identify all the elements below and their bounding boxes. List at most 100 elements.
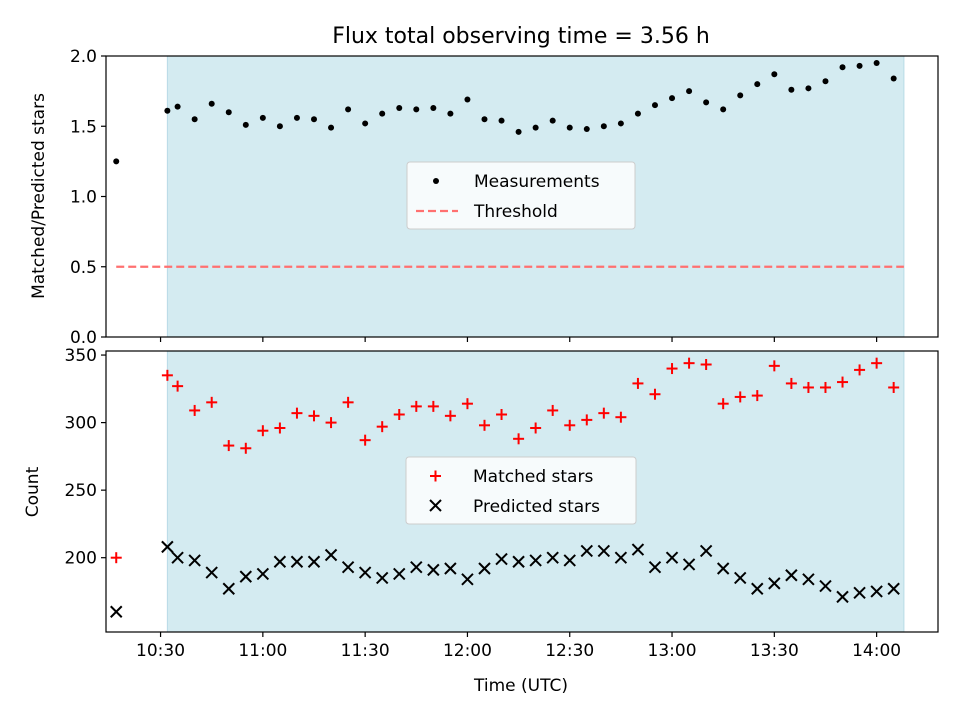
measurement-point (208, 100, 215, 107)
legend-matched-marker (430, 470, 441, 482)
matched-star-point (854, 364, 866, 376)
xtick-label: 12:30 (545, 641, 594, 661)
predicted-star-point (802, 573, 815, 586)
matched-star-point (410, 400, 422, 412)
matched-star-point (615, 411, 627, 423)
matched-star-point (376, 421, 388, 433)
measurement-point (686, 88, 693, 95)
measurement-point (362, 120, 369, 127)
matched-star-point (461, 398, 473, 410)
top-ytick-label: 1.5 (70, 117, 97, 137)
matched-star-point (496, 408, 508, 420)
predicted-star-point (324, 548, 338, 562)
measurement-point (164, 107, 171, 114)
matched-star-point (308, 410, 320, 422)
measurement-point (242, 121, 249, 128)
matched-star-point (393, 408, 405, 420)
predicted-star-point (597, 544, 611, 558)
predicted-star-point (478, 562, 491, 575)
matched-star-point (888, 381, 900, 393)
predicted-star-point (307, 555, 321, 568)
predicted-star-point (110, 605, 123, 618)
measurement-point (225, 109, 232, 116)
predicted-star-point (768, 577, 781, 590)
xtick-label: 13:30 (750, 641, 799, 661)
measurement-point (771, 71, 778, 78)
predicted-star-point (734, 571, 747, 585)
measurement-point (720, 106, 727, 113)
predicted-star-point (358, 566, 372, 579)
bottom-legend-box (405, 456, 637, 525)
predicted-star-point (836, 590, 849, 604)
matched-star-point (700, 359, 712, 371)
measurement-point (259, 114, 266, 121)
matched-star-points (110, 357, 900, 564)
predicted-star-point (546, 551, 559, 564)
measurement-point (788, 86, 795, 93)
bottom-panel-frame (105, 350, 939, 633)
predicted-star-point (393, 567, 406, 581)
x-axis-label: Time (UTC) (473, 676, 568, 696)
measurement-points (113, 60, 897, 165)
measurement-point (113, 158, 120, 165)
measurement-point (651, 102, 658, 109)
predicted-star-point (273, 555, 287, 568)
xtick-label: 11:30 (341, 641, 390, 661)
matched-star-point (359, 434, 371, 446)
xtick-label: 12:00 (443, 641, 492, 661)
measurement-point (754, 81, 761, 88)
xtick-label: 14:00 (852, 641, 901, 661)
predicted-star-point (614, 551, 628, 564)
measurement-point (822, 78, 829, 85)
measurement-point (873, 60, 880, 67)
matched-star-point (274, 422, 286, 434)
matched-star-point (223, 440, 235, 452)
matched-star-point (444, 410, 456, 422)
measurement-point (345, 106, 352, 113)
predicted-star-point (887, 582, 900, 595)
matched-star-point (172, 380, 184, 392)
measurement-point (600, 123, 607, 130)
bottom-ytick-label: 200 (65, 549, 97, 569)
matched-star-point (837, 376, 849, 388)
top-panel-frame (105, 55, 939, 338)
predicted-star-point (563, 554, 576, 567)
measurement-point (617, 120, 624, 127)
matched-star-point (478, 419, 490, 431)
matched-star-point (734, 391, 746, 403)
predicted-star-point (819, 579, 832, 593)
measurement-point (191, 116, 198, 123)
measurement-point (856, 62, 863, 69)
bottom-panel: 200 250 300 350 10:30 11:00 11:30 12:00 12:30 13:… (23, 346, 939, 696)
measurement-point (396, 104, 403, 111)
predicted-star-point (341, 560, 355, 574)
top-legend: Measurements Threshold (406, 161, 636, 230)
matched-star-point (649, 388, 661, 400)
measurement-point (464, 96, 471, 103)
bottom-ytick-label: 350 (65, 346, 97, 366)
predicted-star-point (239, 570, 253, 583)
measurement-point (566, 124, 573, 131)
predicted-star-point (495, 552, 508, 566)
matched-star-point (530, 422, 542, 434)
matched-star-point (257, 425, 269, 437)
measurement-point (498, 117, 505, 124)
matched-star-point (819, 381, 831, 393)
measurement-point (293, 114, 300, 121)
matched-star-point (325, 417, 337, 429)
measurement-point (430, 104, 437, 111)
top-y-axis-label: Matched/Predicted stars (29, 93, 49, 299)
matched-star-point (683, 357, 695, 369)
legend-threshold-label: Threshold (473, 202, 558, 222)
predicted-star-point (256, 567, 270, 581)
bottom-y-axis-label: Count (23, 466, 43, 517)
predicted-star-point (580, 544, 593, 558)
xtick-label: 10:30 (136, 641, 185, 661)
measurement-point (328, 124, 335, 131)
matched-star-point (768, 360, 780, 372)
predicted-star-point (682, 558, 696, 571)
matched-star-point (751, 390, 763, 402)
top-ytick-label: 1.0 (70, 188, 97, 208)
matched-star-point (581, 414, 593, 426)
predicted-star-point (785, 569, 798, 582)
